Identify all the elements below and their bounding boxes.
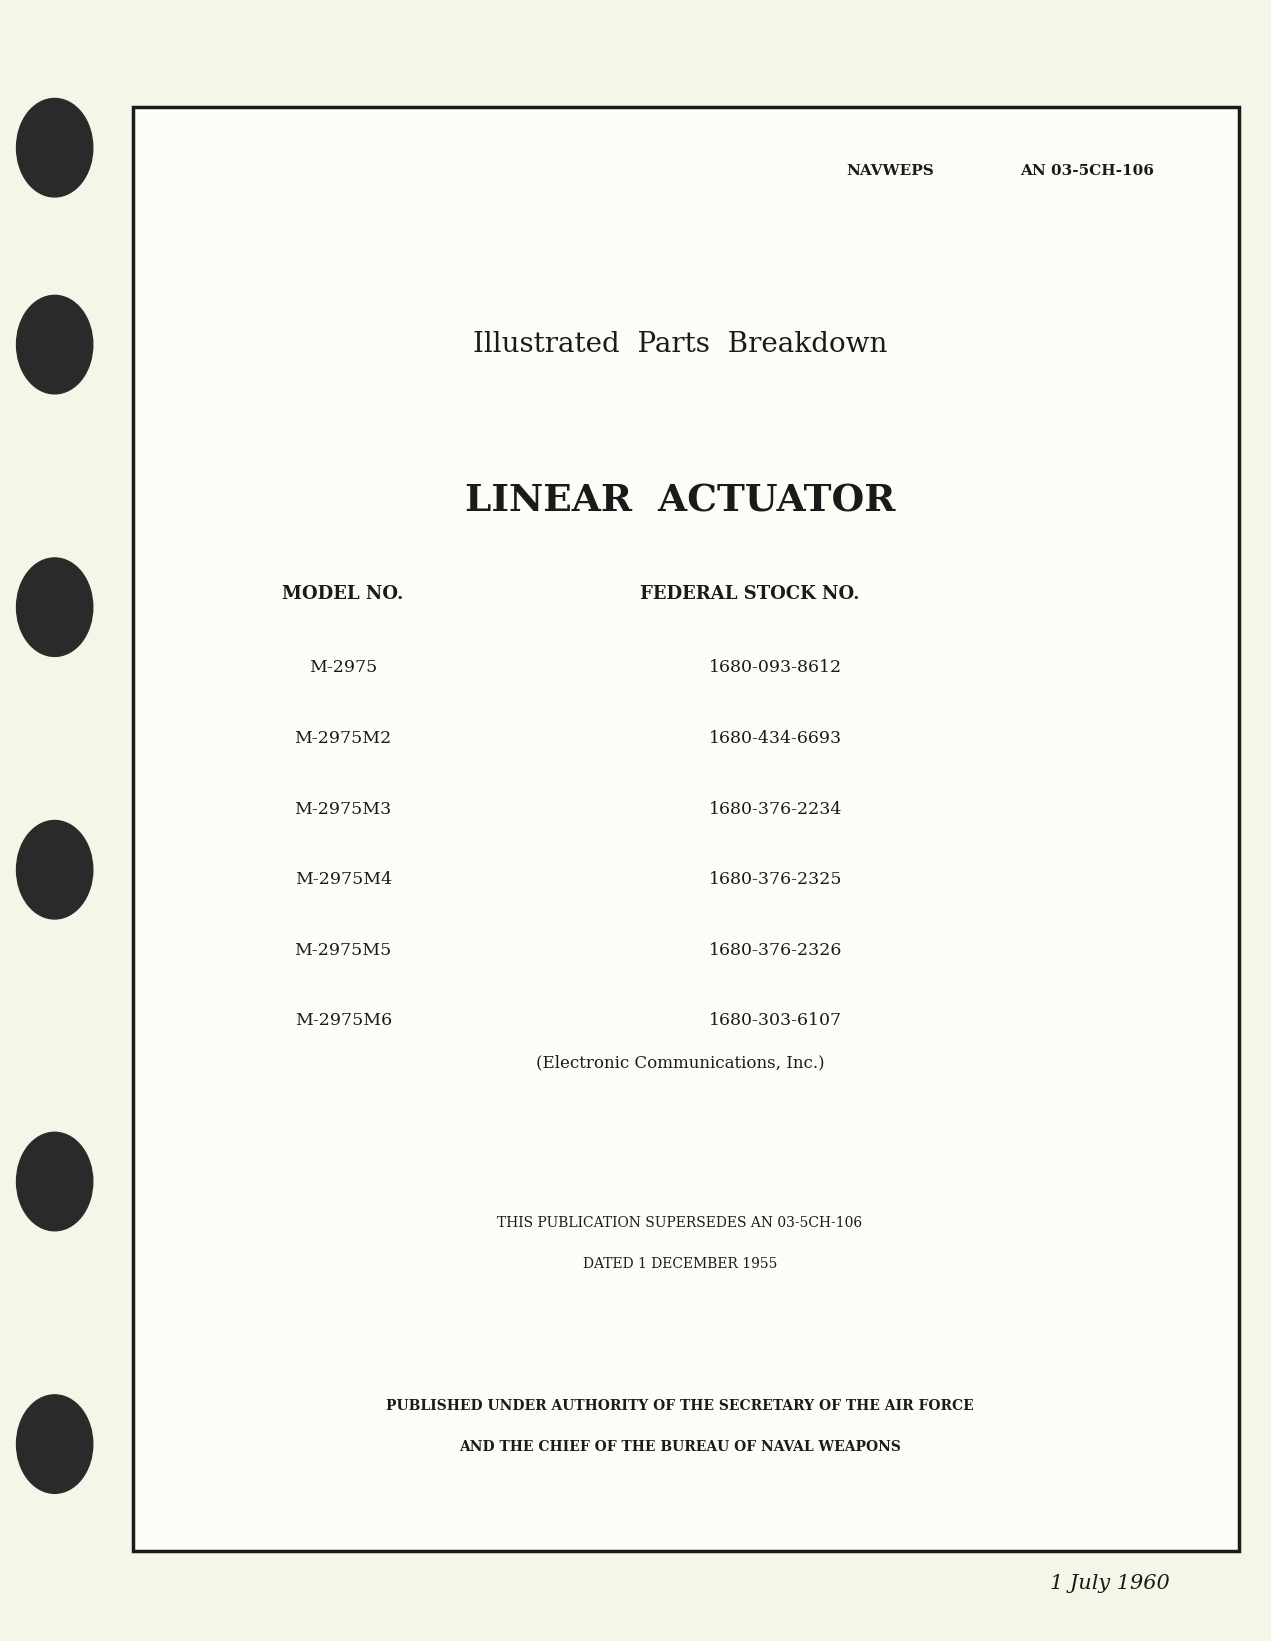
Text: THIS PUBLICATION SUPERSEDES AN 03-5CH-106: THIS PUBLICATION SUPERSEDES AN 03-5CH-10…: [497, 1216, 863, 1229]
Text: 1680-303-6107: 1680-303-6107: [709, 1012, 841, 1029]
Text: NAVWEPS: NAVWEPS: [845, 164, 934, 177]
Text: LINEAR  ACTUATOR: LINEAR ACTUATOR: [465, 482, 895, 519]
Text: PUBLISHED UNDER AUTHORITY OF THE SECRETARY OF THE AIR FORCE: PUBLISHED UNDER AUTHORITY OF THE SECRETA…: [386, 1400, 974, 1413]
Text: MODEL NO.: MODEL NO.: [282, 586, 404, 602]
Circle shape: [17, 558, 93, 656]
FancyBboxPatch shape: [133, 107, 1239, 1551]
Text: DATED 1 DECEMBER 1955: DATED 1 DECEMBER 1955: [583, 1257, 777, 1270]
Circle shape: [17, 1395, 93, 1493]
Text: 1680-376-2325: 1680-376-2325: [708, 871, 843, 888]
Circle shape: [17, 295, 93, 394]
Text: 1680-376-2234: 1680-376-2234: [709, 801, 841, 817]
Text: AN 03-5CH-106: AN 03-5CH-106: [1019, 164, 1154, 177]
Circle shape: [17, 98, 93, 197]
Text: 1680-434-6693: 1680-434-6693: [709, 730, 841, 747]
Text: M-2975M4: M-2975M4: [295, 871, 391, 888]
Text: 1680-376-2326: 1680-376-2326: [709, 942, 841, 958]
Text: M-2975: M-2975: [309, 660, 377, 676]
Text: Illustrated  Parts  Breakdown: Illustrated Parts Breakdown: [473, 331, 887, 358]
Text: M-2975M3: M-2975M3: [295, 801, 391, 817]
Text: AND THE CHIEF OF THE BUREAU OF NAVAL WEAPONS: AND THE CHIEF OF THE BUREAU OF NAVAL WEA…: [459, 1441, 901, 1454]
Text: (Electronic Communications, Inc.): (Electronic Communications, Inc.): [535, 1055, 825, 1072]
Circle shape: [17, 820, 93, 919]
Text: 1680-093-8612: 1680-093-8612: [709, 660, 841, 676]
Circle shape: [17, 1132, 93, 1231]
Text: FEDERAL STOCK NO.: FEDERAL STOCK NO.: [641, 586, 859, 602]
Text: M-2975M5: M-2975M5: [295, 942, 391, 958]
Text: M-2975M6: M-2975M6: [295, 1012, 391, 1029]
Text: 1 July 1960: 1 July 1960: [1050, 1574, 1169, 1593]
Text: M-2975M2: M-2975M2: [295, 730, 391, 747]
